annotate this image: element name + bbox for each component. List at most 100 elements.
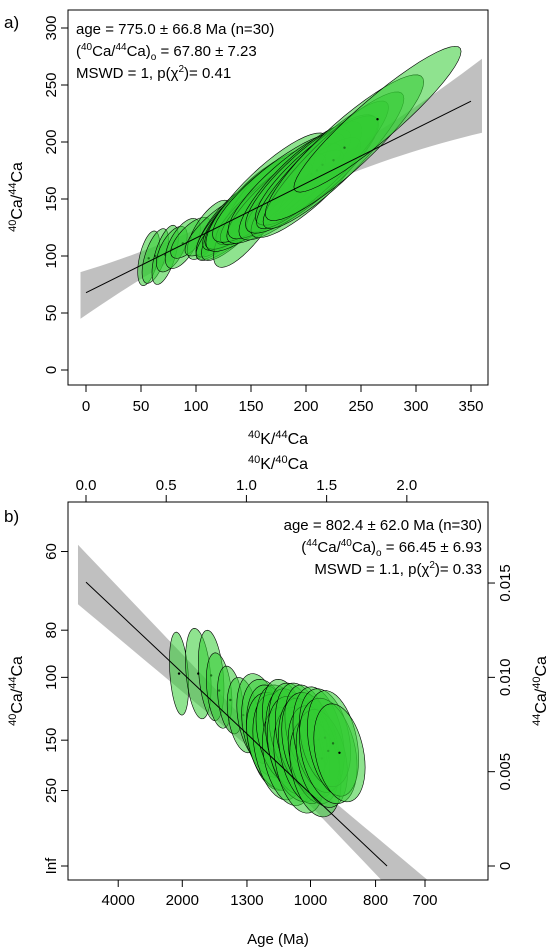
b-yl-tail: Ca	[9, 656, 26, 677]
panel-b-label: b)	[4, 507, 19, 526]
b-ann2-b: Ca/	[317, 539, 341, 556]
panel-b-frame	[67, 501, 489, 881]
b-yl-sup1: 40	[7, 714, 19, 726]
panel-b-point-0	[177, 672, 181, 675]
panel-a-label: a)	[4, 13, 19, 32]
panel-a-annotation-intercept: (40Ca/44Ca)o = 67.80 ± 7.23	[76, 42, 257, 63]
panel-b-bottomtick-label-3: 1000	[294, 892, 327, 909]
panel-a-ytick-label-2: 100	[43, 243, 60, 268]
panel-a-frame	[67, 9, 489, 386]
panel-b-righttick-label-3: 0.015	[497, 564, 514, 602]
panel-a-ytick-label-1: 50	[43, 305, 60, 322]
panel-a-annotation-mswd: MSWD = 1, p(χ2)= 0.41	[76, 64, 231, 82]
a-ann3-sup: 2	[178, 64, 184, 75]
a-yl-sup2: 44	[7, 183, 19, 195]
a-ann3-b: )= 0.41	[184, 65, 231, 82]
panel-b-annotation-age: age = 802.4 ± 62.0 Ma (n=30)	[284, 517, 482, 534]
panel-a-ytick-label-4: 200	[43, 129, 60, 154]
panel-b-ylabel-right: 44Ca/40Ca	[531, 656, 550, 726]
a-ann2-sub: o	[151, 52, 157, 63]
panel-a-axes: 0 50 100 150 200 250 300 350 0 50 100 150 200 250 300	[43, 15, 484, 415]
panel-a-ylabel: 40Ca/44Ca	[7, 162, 26, 232]
b-ann3-sup: 2	[429, 560, 435, 571]
b-x2-tail: Ca	[288, 456, 309, 473]
panel-b-toptick-label-3: 1.5	[316, 477, 337, 494]
b-ann2-d: = 66.45 ± 6.93	[382, 539, 482, 556]
panel-a-ytick-label-6: 300	[43, 15, 60, 40]
panel-b-lefttick-label-0: 60	[43, 543, 60, 560]
a-ann2-b: Ca/	[92, 43, 116, 60]
panel-b-toptick-label-4: 2.0	[396, 477, 417, 494]
a-ann2-a: (	[76, 43, 81, 60]
panel-a-xtick-label-7: 350	[458, 398, 483, 415]
b-ann2-sup1: 44	[306, 538, 318, 549]
a-xl-tail: Ca	[288, 431, 309, 448]
panel-b-point-29	[338, 751, 341, 755]
b-ann2-sub: o	[376, 548, 382, 559]
panel-b-bottomtick-label-0: 4000	[102, 892, 135, 909]
b-yr-sup2: 40	[531, 677, 543, 689]
panel-a-ytick-label-5: 250	[43, 72, 60, 97]
b-yr-sup1: 44	[531, 714, 543, 726]
panel-b-righttick-label-2: 0.010	[497, 659, 514, 697]
a-xl-base: K/	[260, 431, 276, 448]
panel-b-regression-line	[85, 581, 388, 867]
b-yr-tail: Ca	[533, 656, 550, 677]
panel-a-xtick-label-2: 100	[183, 398, 208, 415]
panel-b-bottomtick-label-4: 800	[363, 892, 388, 909]
panel-b-xlabel: Age (Ma)	[247, 931, 309, 948]
panel-a-regression	[85, 100, 472, 294]
panel-b-lefttick-label-1: 80	[43, 622, 60, 639]
b-x2-sup1: 40	[248, 454, 260, 466]
panel-a-ellipses	[137, 45, 462, 286]
panel-b-lefttick-label-4: 250	[43, 778, 60, 803]
panel-b-ellipses	[169, 628, 366, 818]
panel-a-xtick-label-1: 50	[133, 398, 150, 415]
panel-a-point-29	[376, 118, 379, 121]
panel-b-bottomtick-label-2: 1300	[230, 892, 263, 909]
b-x2-mid: K/	[260, 456, 276, 473]
panel-b-bottomtick-label-5: 700	[412, 892, 437, 909]
panel-a-regression-line	[85, 100, 472, 294]
panel-a-xtick-label-0: 0	[82, 398, 90, 415]
a-ann2-sup1: 40	[81, 42, 93, 53]
b-yl-base: Ca/	[9, 688, 26, 713]
panel-b-annotation-mswd: MSWD = 1.1, p(χ2)= 0.33	[314, 560, 482, 578]
panel-b-top-axis-label: 40K/40Ca	[248, 454, 308, 473]
a-xl-sup2: 44	[275, 429, 287, 441]
panel-b: b) 0.0 0.5 1.0 1.5 2.0 0 0.005 0.010 0.015 4000 20…	[4, 454, 550, 948]
a-yl-sup1: 40	[7, 220, 19, 232]
panel-a-xtick-label-5: 250	[348, 398, 373, 415]
panel-b-toptick-label-2: 1.0	[236, 477, 257, 494]
a-yl-tail: Ca	[9, 162, 26, 183]
panel-b-righttick-label-0: 0	[497, 862, 514, 870]
panel-b-toptick-label-1: 0.5	[156, 477, 177, 494]
b-yl-sup2: 44	[7, 677, 19, 689]
panel-a-ytick-label-3: 150	[43, 186, 60, 211]
b-ann3-a: MSWD = 1.1, p(χ	[314, 561, 429, 578]
panel-b-lefttick-label-3: 150	[43, 728, 60, 753]
b-x2-sup2: 40	[275, 454, 287, 466]
a-ann2-d: = 67.80 ± 7.23	[156, 43, 256, 60]
b-yr-base: Ca/	[533, 688, 550, 713]
panel-b-regression	[85, 581, 388, 867]
panel-a-xtick-label-3: 150	[238, 398, 263, 415]
panel-b-lefttick-label-2: 100	[43, 665, 60, 690]
panel-b-ylabel-left: 40Ca/44Ca	[7, 656, 26, 726]
a-ann3-a: MSWD = 1, p(χ	[76, 65, 179, 82]
panel-b-lefttick-label-5: Inf	[43, 857, 60, 875]
panel-b-axes: 0.0 0.5 1.0 1.5 2.0 0 0.005 0.010 0.015 4000 2000 1…	[43, 477, 514, 909]
panel-a-ytick-label-0: 0	[43, 366, 60, 374]
panel-b-righttick-label-1: 0.005	[497, 753, 514, 791]
a-ann2-sup2: 44	[115, 42, 127, 53]
b-ann3-b: )= 0.33	[435, 561, 482, 578]
panel-a-xtick-label-4: 200	[293, 398, 318, 415]
panel-a-annotation-age: age = 775.0 ± 66.8 Ma (n=30)	[76, 21, 274, 38]
panel-b-bottomtick-label-1: 2000	[166, 892, 199, 909]
panel-a-xlabel: 40K/44Ca	[248, 429, 308, 448]
b-ann2-sup2: 40	[341, 538, 353, 549]
a-xl-sup1: 40	[248, 429, 260, 441]
b-ann2-a: (	[301, 539, 306, 556]
panel-a-xtick-label-6: 300	[403, 398, 428, 415]
